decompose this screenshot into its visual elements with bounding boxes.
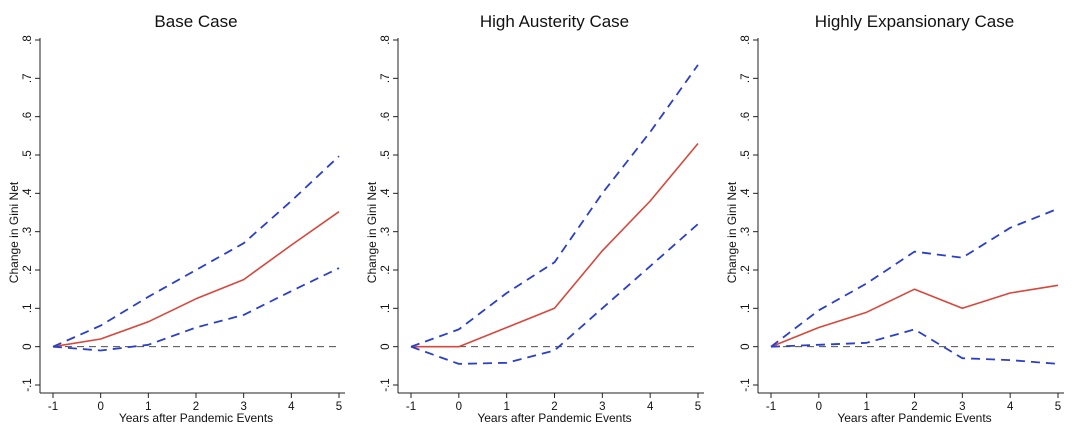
x-tick-label: 3 xyxy=(959,401,965,413)
x-tick-label: 0 xyxy=(456,401,462,413)
series-line-estimate xyxy=(52,211,340,348)
y-tick-label: -.1 xyxy=(740,378,752,391)
x-tick-label: 3 xyxy=(599,401,605,413)
y-tick-label: .7 xyxy=(740,74,752,84)
y-tick-label: -.1 xyxy=(22,378,34,391)
y-tick-label: .2 xyxy=(740,265,752,275)
y-tick-label: .3 xyxy=(22,227,34,237)
x-tick-label: 1 xyxy=(503,401,509,413)
x-tick-label: 4 xyxy=(288,401,295,413)
y-tick-label: 0 xyxy=(740,343,752,349)
panel-3: Highly Expansionary Case -.1 0 .1 .2 .3 .4 .5 .6… xyxy=(725,12,1064,425)
y-tick-label: .1 xyxy=(22,304,34,314)
y-axis-label: Change in Gini Net xyxy=(365,181,379,283)
y-tick-label: .7 xyxy=(380,74,392,84)
x-tick-label: 3 xyxy=(240,401,246,413)
x-tick-label: 4 xyxy=(1007,401,1014,413)
y-tick-label: .5 xyxy=(380,150,392,160)
series-line-lower xyxy=(52,267,340,352)
y-tick-label: -.1 xyxy=(380,378,392,391)
x-tick-label: 0 xyxy=(816,401,822,413)
x-tick-label: 5 xyxy=(1055,401,1061,413)
y-tick-label: .6 xyxy=(22,112,34,122)
y-tick-label: .7 xyxy=(22,74,34,84)
x-axis-label: Years after Pandemic Events xyxy=(477,411,631,425)
y-tick-label: .2 xyxy=(380,265,392,275)
x-tick-label: -1 xyxy=(766,401,776,413)
series-line-lower xyxy=(770,328,1059,365)
panel-2: High Austerity Case -.1 0 .1 .2 .3 .4 .5 .6 .7 .8 -… xyxy=(365,12,704,425)
x-tick-label: 1 xyxy=(863,401,869,413)
y-tick-label: .2 xyxy=(22,265,34,275)
y-tick-label: .3 xyxy=(380,227,392,237)
y-tick-label: .5 xyxy=(22,150,34,160)
x-tick-label: 1 xyxy=(145,401,151,413)
y-tick-label: .1 xyxy=(380,304,392,314)
x-tick-label: 5 xyxy=(695,401,701,413)
y-tick-label: .4 xyxy=(22,188,34,198)
series-line-estimate xyxy=(770,284,1059,348)
y-tick-label: .8 xyxy=(740,35,752,45)
y-tick-label: 0 xyxy=(22,343,34,349)
x-axis-label: Years after Pandemic Events xyxy=(837,411,991,425)
series-line-upper xyxy=(770,207,1059,348)
y-tick-label: .5 xyxy=(740,150,752,160)
x-tick-label: -1 xyxy=(48,401,58,413)
y-tick-label: .4 xyxy=(740,188,752,198)
y-tick-label: .3 xyxy=(740,227,752,237)
panel-title: Base Case xyxy=(154,12,237,31)
y-tick-label: 0 xyxy=(380,343,392,349)
x-tick-label: -1 xyxy=(406,401,416,413)
y-tick-label: .8 xyxy=(22,35,34,45)
y-axis-label: Change in Gini Net xyxy=(725,181,739,283)
x-axis-label: Years after Pandemic Events xyxy=(119,411,273,425)
x-tick-label: 2 xyxy=(911,401,917,413)
y-tick-label: .1 xyxy=(740,304,752,314)
x-tick-label: 5 xyxy=(336,401,342,413)
y-tick-label: .6 xyxy=(740,112,752,122)
y-axis-label: Change in Gini Net xyxy=(7,181,21,283)
panel-title: High Austerity Case xyxy=(480,12,629,31)
x-tick-label: 4 xyxy=(647,401,654,413)
y-tick-label: .4 xyxy=(380,188,392,198)
series-line-upper xyxy=(52,155,340,348)
y-tick-label: .6 xyxy=(380,112,392,122)
series-line-estimate xyxy=(411,142,699,348)
series-line-upper xyxy=(410,64,699,348)
series-line-lower xyxy=(410,223,699,365)
panel-title: Highly Expansionary Case xyxy=(815,12,1014,31)
x-tick-label: 2 xyxy=(551,401,557,413)
x-tick-label: 2 xyxy=(193,401,199,413)
y-tick-label: .8 xyxy=(380,35,392,45)
x-tick-label: 0 xyxy=(97,401,103,413)
panel-1: Base Case -.1 0 .1 .2 .3 .4 .5 .6 .7 .8 -1 0 1 2 3 4 5 Yea… xyxy=(7,12,345,425)
